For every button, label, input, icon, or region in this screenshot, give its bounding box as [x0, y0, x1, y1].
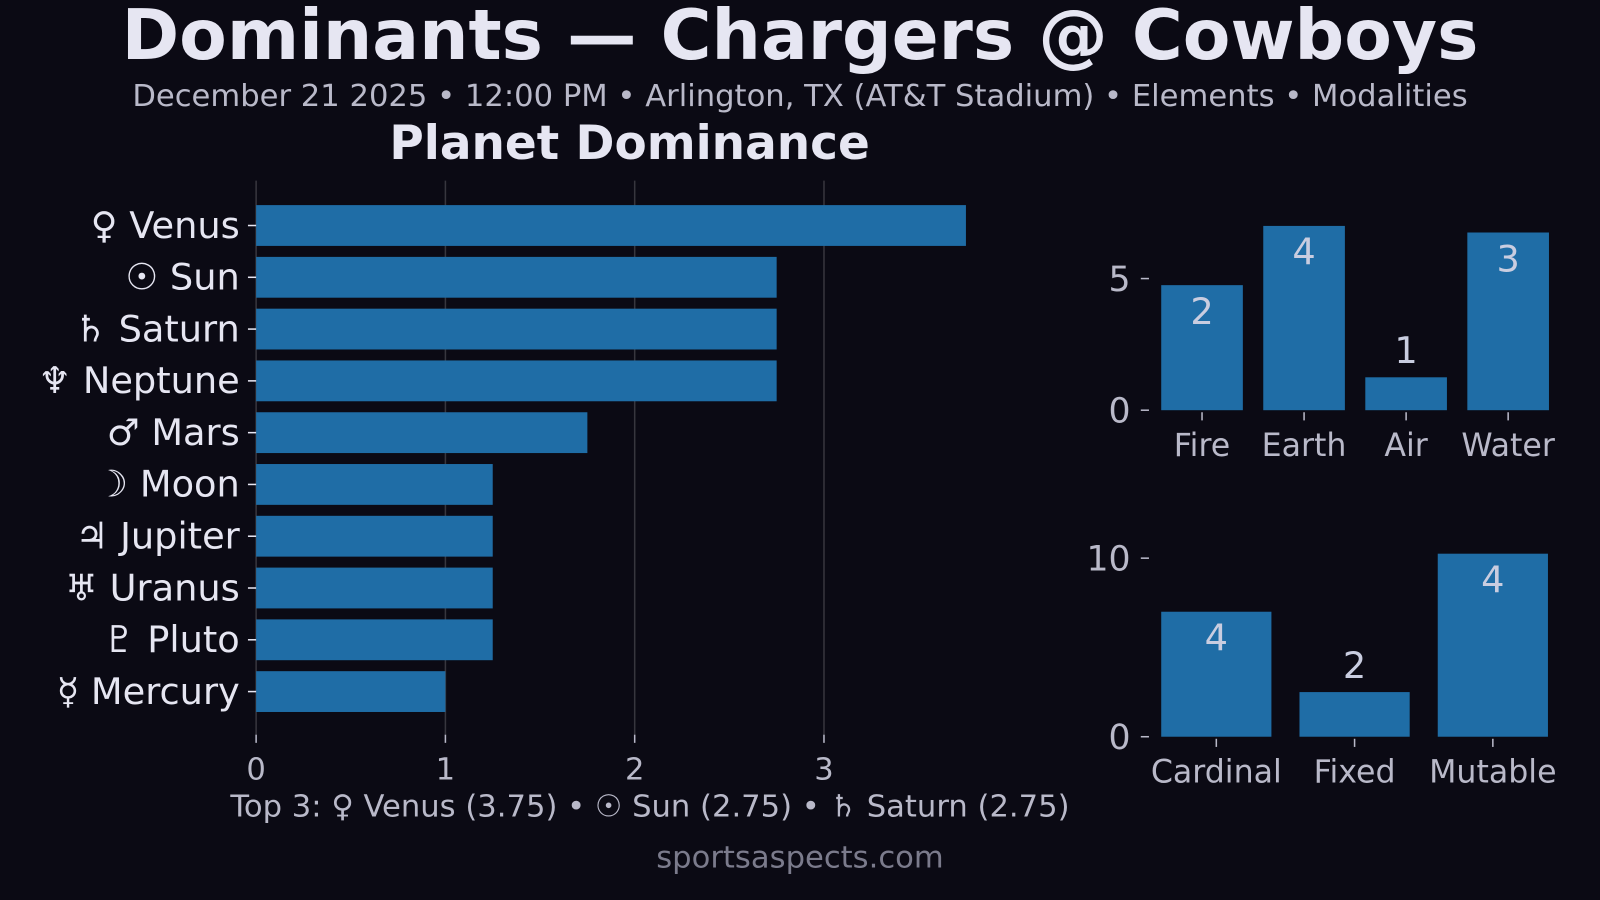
bar-sun [256, 256, 777, 298]
y-tick-label: 10 [1086, 539, 1130, 579]
x-tick-label: Fixed [1314, 755, 1396, 791]
bar-value-label: 3 [1496, 237, 1519, 280]
x-tick-label: 1 [436, 753, 455, 788]
bar-jupiter [256, 515, 493, 557]
elements-chart: 0 5 Fire 2 Earth 4 Air 1 Water 3 [1109, 225, 1555, 464]
bar-uranus [256, 567, 493, 609]
x-tick-label: Mutable [1429, 755, 1556, 791]
footer-watermark: sportsaspects.com [656, 840, 943, 875]
bar-air [1365, 377, 1447, 411]
bar-value-label: 1 [1394, 329, 1417, 372]
bar-pluto [256, 619, 493, 661]
y-tick-label: ♇ Pluto [103, 618, 240, 661]
bar-fire [1161, 285, 1243, 411]
bar-fixed [1299, 692, 1410, 737]
x-tick-label: Earth [1262, 428, 1347, 464]
x-tick-label: 0 [246, 753, 265, 788]
bar-water [1467, 232, 1549, 411]
bar-value-label: 4 [1292, 231, 1315, 274]
y-tick-label: 5 [1109, 260, 1131, 300]
bar-neptune [256, 360, 777, 402]
planet-chart-title: Planet Dominance [389, 116, 869, 171]
x-tick-label: 3 [814, 753, 833, 788]
figure-subtitle: December 21 2025 • 12:00 PM • Arlington,… [132, 79, 1467, 114]
bar-mars [256, 412, 588, 454]
bar-moon [256, 464, 493, 505]
y-tick-label: ☉ Sun [125, 256, 239, 299]
x-tick-label: Air [1384, 428, 1427, 464]
y-tick-label: 0 [1109, 391, 1131, 431]
bar-value-label: 4 [1481, 558, 1504, 601]
figure-title: Dominants — Chargers @ Cowboys [122, 0, 1479, 76]
bar-venus [256, 205, 966, 246]
bar-mercury [256, 671, 446, 712]
y-tick-label: ☽ Moon [95, 463, 239, 506]
bar-earth [1263, 225, 1345, 411]
y-tick-label: ♆ Neptune [38, 359, 239, 402]
y-tick-label: ♀ Venus [91, 204, 240, 247]
y-tick-label: ☿ Mercury [57, 670, 240, 713]
bar-cardinal [1161, 611, 1272, 737]
bar-mutable [1437, 553, 1548, 737]
bar-value-label: 2 [1343, 644, 1366, 687]
x-tick-label: Water [1461, 428, 1555, 464]
y-tick-label: ♃ Jupiter [75, 514, 240, 557]
top3-annotation: Top 3: ♀ Venus (3.75) • ☉ Sun (2.75) • ♄… [229, 789, 1069, 824]
x-tick-label: Cardinal [1151, 755, 1282, 791]
x-tick-label: 2 [625, 753, 644, 788]
y-tick-label: ♅ Uranus [65, 566, 240, 609]
bar-value-label: 2 [1190, 290, 1213, 333]
y-tick-label: 0 [1109, 718, 1131, 758]
y-tick-label: ♄ Saturn [74, 307, 240, 350]
x-tick-label: Fire [1174, 428, 1230, 464]
planet-chart: 0 1 2 3 ♀ Venus ☉ Sun ♄ Saturn ♆ Neptune ♂ Mars ☽… [38, 180, 966, 788]
modalities-chart: 0 10 Cardinal 4 Fixed 2 Mutable 4 [1086, 539, 1556, 790]
y-tick-label: ♂ Mars [107, 411, 240, 454]
bar-saturn [256, 308, 777, 350]
bar-value-label: 4 [1205, 617, 1228, 660]
